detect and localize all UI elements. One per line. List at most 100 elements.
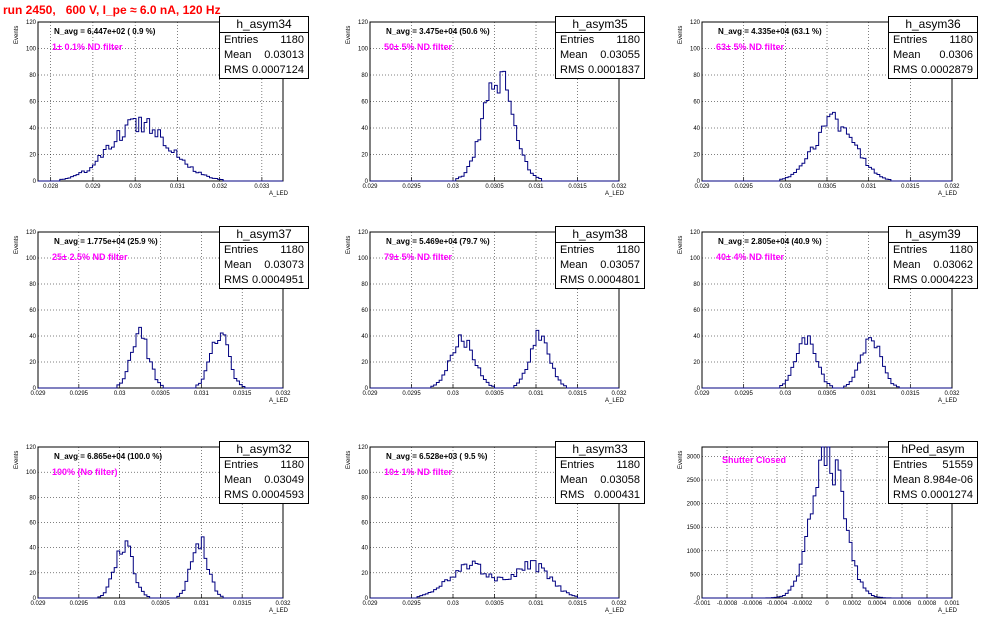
y-tick-label: 100 xyxy=(26,47,37,53)
histogram-name: hPed_asym xyxy=(889,442,977,458)
stats-key: Mean xyxy=(224,474,252,486)
y-tick-label: 0 xyxy=(33,386,37,392)
x-tick-label: 0.032 xyxy=(611,601,627,607)
y-tick-label: 0 xyxy=(697,386,701,392)
x-tick-label: 0.0006 xyxy=(893,601,912,607)
y-tick-label: 40 xyxy=(29,334,36,340)
x-tick-label: 0.032 xyxy=(275,601,291,607)
stats-value: 0.0002879 xyxy=(921,64,973,76)
histogram-name: h_asym36 xyxy=(889,17,977,33)
stats-row-mean: Mean 0.03058 xyxy=(556,473,644,488)
y-tick-label: 120 xyxy=(358,230,369,236)
histogram-name: h_asym39 xyxy=(889,227,977,243)
stats-row-entries: Entries 51559 xyxy=(889,458,977,473)
y-tick-label: 2000 xyxy=(687,502,701,508)
histogram-name: h_asym32 xyxy=(220,442,308,458)
y-tick-label: 100 xyxy=(26,256,37,262)
y-tick-label: 120 xyxy=(358,445,369,451)
histogram-series-line xyxy=(38,536,283,599)
stats-key: RMS xyxy=(224,64,249,76)
filter-label: 1± 0.1% ND filter xyxy=(52,42,123,52)
stats-value: 0.0004593 xyxy=(252,489,304,501)
y-tick-label: 60 xyxy=(361,308,368,314)
y-tick-label: 40 xyxy=(361,334,368,340)
y-tick-label: 120 xyxy=(26,445,37,451)
x-tick-label: 0.03 xyxy=(447,601,459,607)
stats-key: Entries xyxy=(224,34,259,46)
x-tick-label: 0.032 xyxy=(944,184,960,190)
y-tick-label: 100 xyxy=(26,470,37,476)
stats-row-entries: Entries 1180 xyxy=(889,33,977,48)
x-tick-label: -0.0002 xyxy=(792,601,813,607)
y-tick-label: 80 xyxy=(361,73,368,79)
x-tick-label: 0.03 xyxy=(114,601,126,607)
y-tick-label: 40 xyxy=(693,126,700,132)
x-tick-label: 0.03 xyxy=(779,184,791,190)
stats-row-mean: Mean 0.0306 xyxy=(889,48,977,63)
stats-value: 0.03062 xyxy=(933,259,973,271)
x-tick-label: 0.031 xyxy=(861,391,877,397)
filter-label: 25± 2.5% ND filter xyxy=(52,252,128,262)
x-tick-label: 0.029 xyxy=(85,184,101,190)
x-tick-label: 0.031 xyxy=(194,601,210,607)
y-tick-label: 1000 xyxy=(687,549,701,555)
stats-value: 0.0001837 xyxy=(588,64,640,76)
y-tick-label: 20 xyxy=(361,360,368,366)
stats-key: RMS xyxy=(224,489,249,501)
stats-key: Entries xyxy=(224,244,259,256)
x-tick-label: 0.0305 xyxy=(818,184,837,190)
y-tick-label: 80 xyxy=(29,495,36,501)
stats-row-entries: Entries 1180 xyxy=(556,33,644,48)
stats-box: h_asym33 Entries 1180 Mean 0.03058 RMS 0.00043… xyxy=(555,441,645,504)
x-tick-label: 0 xyxy=(825,601,829,607)
y-tick-label: 20 xyxy=(29,571,36,577)
y-tick-label: 40 xyxy=(361,546,368,552)
x-tick-label: 0.0305 xyxy=(485,391,504,397)
y-tick-label: 40 xyxy=(29,546,36,552)
stats-value: 0.0004801 xyxy=(588,274,640,286)
x-tick-label: 0.0295 xyxy=(70,391,89,397)
stats-row-rms: RMS 0.000431 xyxy=(556,488,644,503)
stats-value: 0.03055 xyxy=(600,49,640,61)
stats-row-rms: RMS 0.0004223 xyxy=(889,273,977,288)
y-tick-label: 60 xyxy=(693,100,700,106)
stats-key: Entries xyxy=(560,244,595,256)
y-tick-label: 0 xyxy=(365,386,369,392)
stats-row-mean: Mean 0.03055 xyxy=(556,48,644,63)
histogram-name: h_asym38 xyxy=(556,227,644,243)
y-tick-label: 120 xyxy=(358,20,369,26)
stats-value: 1180 xyxy=(280,244,304,256)
stats-row-rms: RMS 0.0004593 xyxy=(220,488,308,503)
x-tick-label: 0.0295 xyxy=(734,391,753,397)
y-tick-label: 60 xyxy=(29,521,36,527)
histogram-name: h_asym33 xyxy=(556,442,644,458)
y-tick-label: 0 xyxy=(33,596,37,602)
y-tick-label: 80 xyxy=(361,495,368,501)
x-tick-label: 0.001 xyxy=(944,601,960,607)
y-tick-label: 20 xyxy=(29,153,36,159)
x-tick-label: 0.031 xyxy=(528,391,544,397)
y-tick-label: 60 xyxy=(29,308,36,314)
x-tick-label: 0.028 xyxy=(43,184,59,190)
stats-value: 0.0004951 xyxy=(252,274,304,286)
y-tick-label: 120 xyxy=(26,20,37,26)
stats-value: 0.03013 xyxy=(264,49,304,61)
y-axis-title: Events xyxy=(678,450,684,469)
x-tick-label: 0.0004 xyxy=(868,601,887,607)
n-avg-label: N_avg = 3.475e+04 (50.6 %) xyxy=(386,27,490,36)
x-axis-title: A_LED xyxy=(938,608,958,614)
histogram-series-line xyxy=(370,70,619,182)
x-tick-label: 0.029 xyxy=(362,391,378,397)
x-axis-title: A_LED xyxy=(605,398,625,404)
x-tick-label: -0.0004 xyxy=(767,601,788,607)
stats-key: RMS xyxy=(560,489,585,501)
x-tick-label: 0.03 xyxy=(779,391,791,397)
x-tick-label: 0.0305 xyxy=(151,391,170,397)
stats-value: 0.0001274 xyxy=(921,489,973,501)
stats-value: 0.03058 xyxy=(600,474,640,486)
stats-value: 1180 xyxy=(949,34,973,46)
x-tick-label: -0.0008 xyxy=(717,601,738,607)
histogram-name: h_asym34 xyxy=(220,17,308,33)
